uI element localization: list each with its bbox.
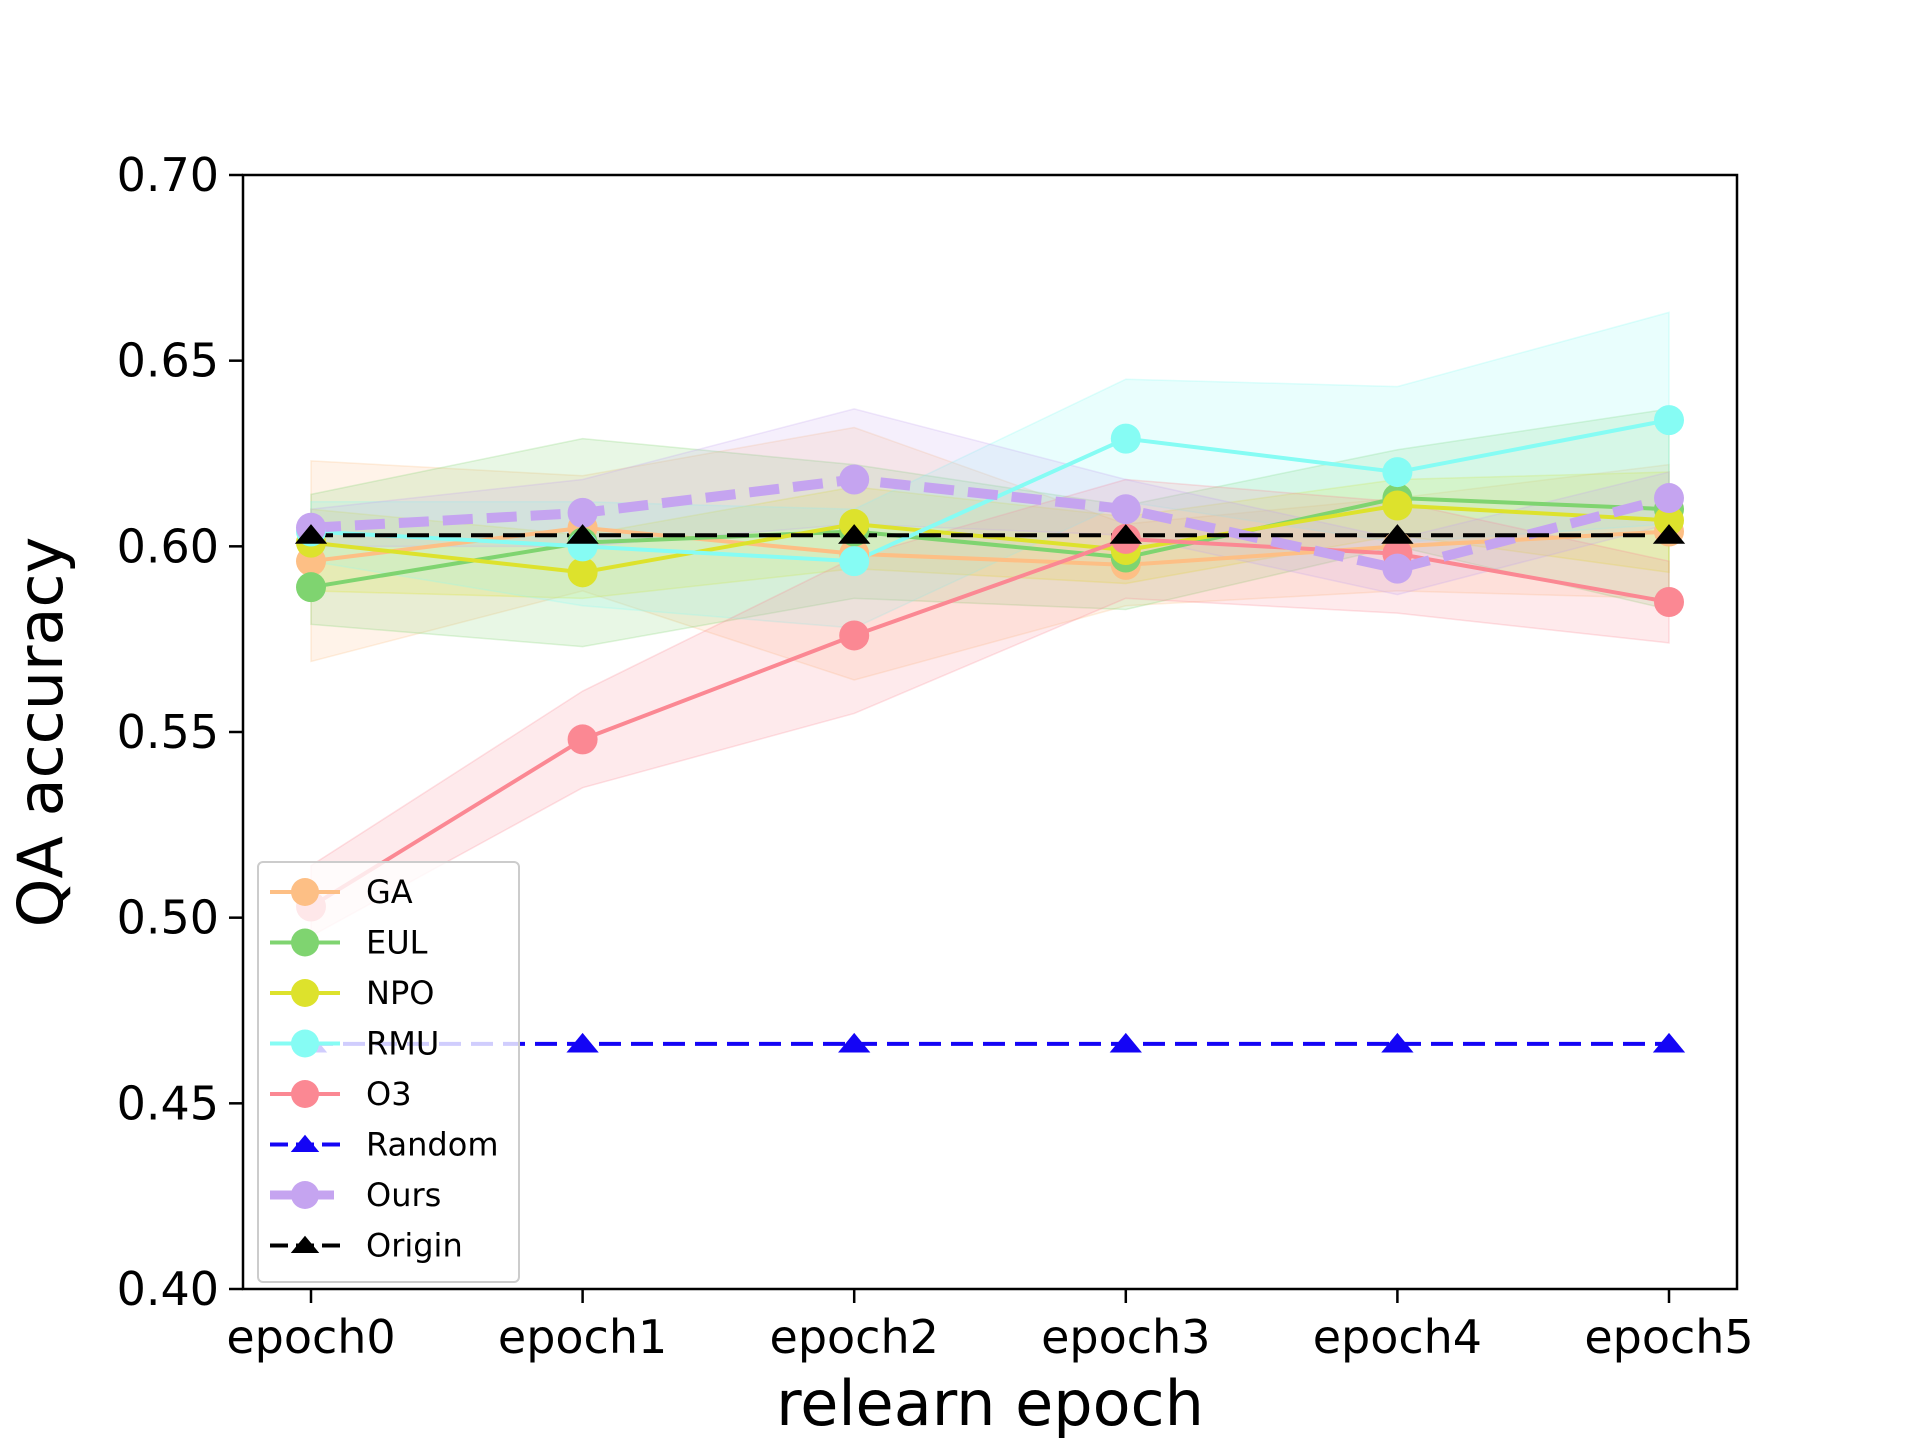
y-tick-label: 0.60 xyxy=(117,519,219,573)
line-eul xyxy=(310,496,1670,590)
legend-label-o3: O3 xyxy=(366,1075,412,1113)
series-markers xyxy=(294,405,1686,1053)
legend-marker-o3 xyxy=(291,1080,319,1108)
point-o3 xyxy=(839,620,870,651)
x-tick-label: epoch5 xyxy=(1584,1310,1753,1364)
legend-label-ga: GA xyxy=(366,873,413,911)
legend-marker-eul xyxy=(291,928,319,957)
y-tick-label: 0.65 xyxy=(117,334,219,388)
point-npo xyxy=(839,509,870,540)
point-o3 xyxy=(567,724,598,755)
y-tick-label: 0.70 xyxy=(117,148,219,202)
point-origin xyxy=(566,524,599,544)
point-random xyxy=(1109,1032,1142,1053)
legend-label-rmu: RMU xyxy=(366,1025,439,1063)
line-ours xyxy=(310,474,1671,574)
point-ours xyxy=(1382,553,1413,584)
x-tick-label: epoch2 xyxy=(770,1310,939,1364)
point-origin xyxy=(1109,524,1142,544)
point-origin xyxy=(1381,524,1414,544)
point-origin xyxy=(838,524,871,544)
legend-marker-rmu xyxy=(291,1029,319,1058)
legend-marker-random xyxy=(290,1134,320,1153)
legend-marker-origin xyxy=(290,1235,320,1254)
x-axis: epoch0 epoch1 epoch2 epoch3 epoch4 epoch5 xyxy=(226,1289,1754,1364)
x-tick-label: epoch3 xyxy=(1041,1310,1210,1364)
point-rmu xyxy=(1382,457,1413,488)
x-tick-label: epoch1 xyxy=(498,1310,667,1364)
legend-marker-npo xyxy=(291,979,319,1007)
x-axis-label: relearn epoch xyxy=(776,1367,1204,1440)
y-tick-label: 0.45 xyxy=(117,1076,219,1130)
point-origin xyxy=(294,524,328,544)
point-eul xyxy=(296,572,326,603)
legend-label-random: Random xyxy=(366,1126,498,1164)
point-ours xyxy=(1654,483,1684,514)
y-axis-label: QA accuracy xyxy=(4,537,77,928)
legend-label-origin: Origin xyxy=(366,1227,463,1265)
line-o3 xyxy=(309,536,1670,909)
y-tick-label: 0.55 xyxy=(117,705,219,759)
legend: GA EUL NPO RMU O3 Random Ours Origin xyxy=(257,861,520,1283)
point-rmu xyxy=(1654,405,1684,436)
point-random xyxy=(838,1032,871,1053)
series-lines xyxy=(309,418,1671,1046)
line-rmu xyxy=(310,418,1670,564)
y-axis: 0.40 0.45 0.50 0.55 0.60 0.65 0.70 xyxy=(117,148,243,1316)
x-tick-label: epoch0 xyxy=(226,1310,395,1364)
x-tick-label: epoch4 xyxy=(1313,1310,1482,1364)
point-random xyxy=(1381,1032,1414,1053)
legend-box xyxy=(257,861,520,1283)
point-random xyxy=(1652,1032,1686,1053)
point-ours xyxy=(567,497,598,528)
point-ours xyxy=(1110,494,1141,525)
legend-label-eul: EUL xyxy=(366,924,428,962)
point-npo xyxy=(567,557,598,588)
legend-label-npo: NPO xyxy=(366,974,434,1012)
point-rmu xyxy=(1110,423,1141,454)
point-npo xyxy=(1654,505,1684,536)
point-o3 xyxy=(1654,587,1684,618)
y-tick-label: 0.50 xyxy=(117,891,219,945)
legend-label-ours: Ours xyxy=(366,1176,441,1214)
point-random xyxy=(566,1032,599,1053)
y-tick-label: 0.40 xyxy=(117,1262,219,1316)
point-origin xyxy=(1652,524,1686,544)
legend-marker-ours xyxy=(291,1181,319,1209)
point-rmu xyxy=(839,546,870,577)
point-npo xyxy=(1382,490,1413,521)
point-ours xyxy=(839,464,870,495)
legend-marker-ga xyxy=(291,878,319,906)
